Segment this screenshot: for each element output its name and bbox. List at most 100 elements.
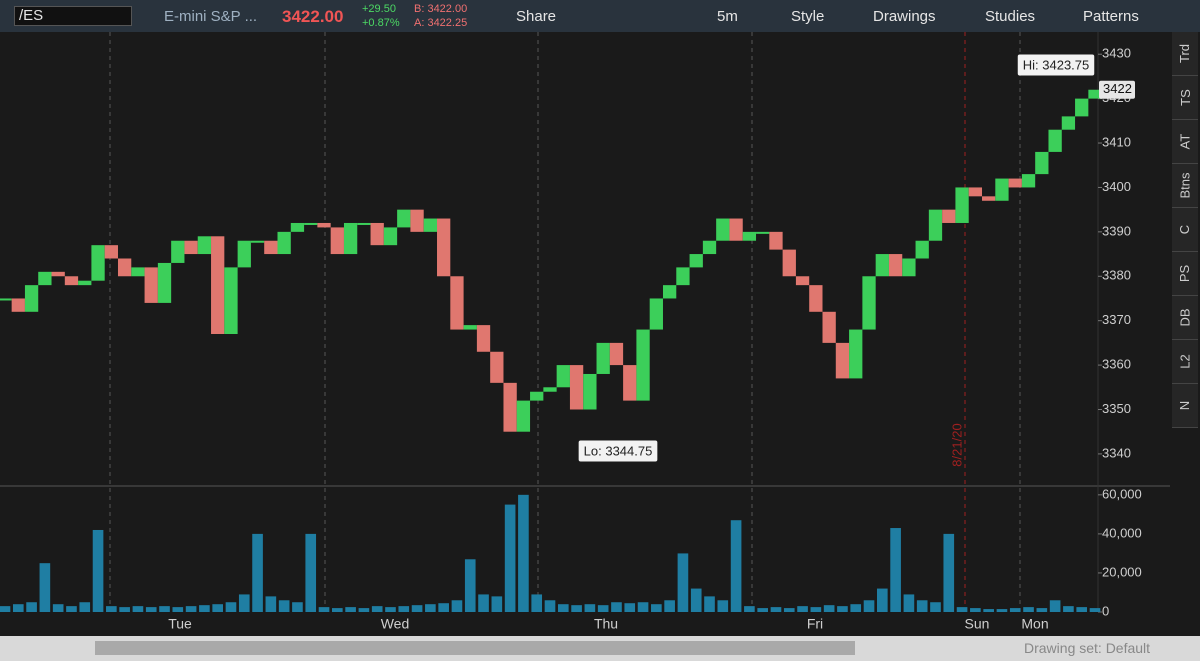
side-tab[interactable]: TS — [1172, 76, 1198, 120]
candle — [144, 267, 158, 303]
lo-label: Lo: 3344.75 — [584, 443, 653, 458]
volume-bar — [398, 606, 410, 612]
volume-bar — [26, 602, 37, 612]
y-tick-label: 3390 — [1102, 223, 1131, 238]
y-tick-label: 3380 — [1102, 268, 1131, 283]
side-tabs: Trd TS AT Btns C PS DB L2 N — [1172, 32, 1198, 428]
candle — [596, 342, 610, 374]
hi-label: Hi: 3423.75 — [1023, 57, 1090, 72]
volume-bar — [584, 604, 596, 612]
side-tab[interactable]: Btns — [1172, 164, 1198, 208]
share[interactable]: Share — [516, 8, 557, 25]
candle — [503, 382, 517, 432]
volume-bar — [810, 607, 822, 612]
candle — [91, 245, 105, 281]
candle — [78, 280, 92, 286]
candle — [343, 222, 358, 255]
candle — [1075, 98, 1089, 117]
candle — [982, 196, 996, 201]
volume-bar — [970, 608, 981, 612]
chart-bg — [0, 32, 1170, 636]
candle — [928, 209, 943, 241]
volume-bar — [172, 607, 184, 612]
scrollbar[interactable] — [95, 641, 855, 655]
style[interactable]: Style — [791, 8, 825, 25]
description: E-mini S&P ... — [164, 8, 258, 25]
volume-bar — [385, 607, 396, 612]
volume-bar — [690, 588, 702, 612]
candle — [662, 285, 677, 299]
side-tab[interactable]: PS — [1172, 252, 1198, 296]
side-tab[interactable]: Trd — [1172, 32, 1198, 76]
y-tick-label: 20,000 — [1102, 564, 1142, 579]
candle — [875, 254, 889, 277]
side-tab[interactable]: N — [1172, 384, 1198, 428]
patterns[interactable]: Patterns — [1083, 8, 1139, 25]
candle — [397, 209, 411, 228]
candle — [184, 240, 198, 255]
candle — [104, 245, 118, 259]
side-tab[interactable]: C — [1172, 208, 1198, 252]
x-tick-label: Sun — [965, 616, 990, 632]
side-tab-label: TS — [1177, 89, 1193, 106]
candle — [1035, 151, 1049, 175]
side-tab[interactable]: L2 — [1172, 340, 1198, 384]
candle — [1061, 116, 1076, 130]
candle — [729, 218, 743, 241]
candle — [942, 209, 956, 223]
candle — [157, 262, 172, 303]
candle — [64, 276, 79, 286]
drawings[interactable]: Drawings — [873, 8, 936, 25]
volume-bar — [890, 528, 901, 612]
candle — [197, 236, 212, 255]
candle — [51, 271, 65, 277]
change-pct: +0.87% — [362, 17, 400, 29]
volume-bar — [371, 606, 383, 612]
candle — [609, 342, 624, 366]
volume-bar — [1009, 608, 1021, 612]
volume-bar — [12, 604, 24, 612]
candle — [995, 178, 1009, 201]
volume-bar — [332, 608, 343, 612]
volume-bar — [238, 594, 250, 612]
x-tick-label: Mon — [1021, 616, 1048, 632]
candle — [131, 267, 145, 277]
side-tab[interactable]: AT — [1172, 120, 1198, 164]
y-tick-label: 3360 — [1102, 357, 1131, 372]
side-tab-label: Trd — [1177, 43, 1193, 64]
symbol-box[interactable]: /ES — [14, 6, 132, 26]
candle — [649, 298, 663, 330]
volume-bar — [212, 604, 223, 612]
candle — [330, 227, 344, 255]
candle — [264, 240, 278, 255]
candle — [968, 187, 983, 197]
volume-bar — [823, 605, 835, 612]
volume-bar — [1049, 600, 1061, 612]
candle — [490, 351, 504, 383]
studies[interactable]: Studies — [985, 8, 1036, 25]
candle — [569, 365, 584, 410]
volume-bar — [292, 602, 303, 612]
volume-bar — [159, 606, 170, 612]
volume-bar — [744, 606, 755, 612]
x-tick-label: Wed — [381, 616, 410, 632]
y-tick-label: 3430 — [1102, 46, 1131, 61]
candle — [437, 218, 451, 277]
candle — [410, 209, 424, 232]
timeframe[interactable]: 5m — [717, 8, 738, 25]
candle — [769, 231, 783, 250]
volume-bar — [571, 605, 582, 612]
last-price: 3422.00 — [282, 7, 344, 26]
side-tab[interactable]: DB — [1172, 296, 1198, 340]
candle — [476, 325, 491, 352]
candle — [689, 254, 703, 268]
candle — [862, 276, 876, 330]
volume-bar — [278, 600, 290, 612]
volume-bar — [132, 606, 144, 612]
last-price-label: 3422 — [1103, 81, 1132, 96]
candle — [117, 258, 132, 277]
volume-bar — [1089, 608, 1101, 612]
x-tick-label: Thu — [594, 616, 618, 632]
candle — [1021, 174, 1036, 188]
side-tab-label: DB — [1177, 308, 1193, 327]
